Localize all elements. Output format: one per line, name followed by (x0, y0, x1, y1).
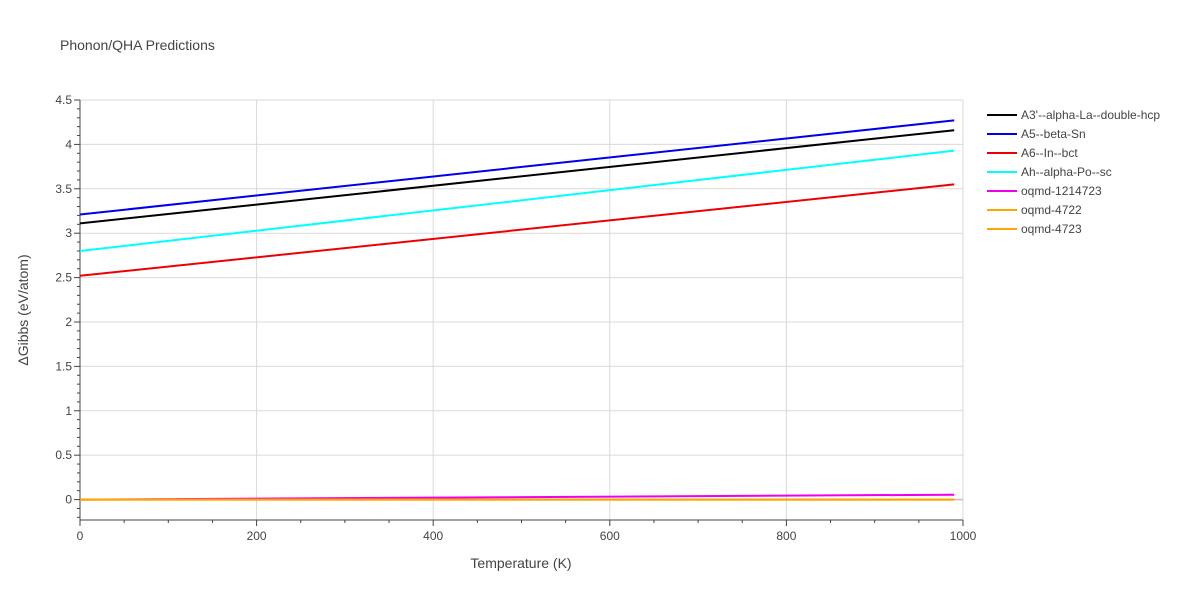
legend-item-3[interactable]: Ah--alpha-Po--sc (987, 165, 1112, 179)
legend-item-5[interactable]: oqmd-4722 (987, 203, 1082, 217)
x-axis-title: Temperature (K) (470, 555, 571, 571)
x-tick-label-3: 600 (600, 529, 620, 543)
y-tick-label-8: 4 (65, 137, 72, 151)
series-line-0[interactable] (79, 129, 955, 225)
legend-label-1: A5--beta-Sn (1021, 127, 1086, 141)
legend-item-0[interactable]: A3'--alpha-La--double-hcp (987, 108, 1160, 122)
y-tick-label-4: 2 (65, 315, 72, 329)
grid-layer (80, 99, 964, 520)
y-tick-label-0: 0 (65, 493, 72, 507)
x-tick-label-5: 1000 (950, 529, 977, 543)
series-line-3[interactable] (79, 149, 955, 252)
y-tick-label-7: 3.5 (55, 182, 72, 196)
y-axis-title: ΔGibbs (eV/atom) (15, 254, 31, 365)
y-tick-label-6: 3 (65, 226, 72, 240)
y-tick-label-9: 4.5 (55, 93, 72, 107)
legend-label-0: A3'--alpha-La--double-hcp (1021, 108, 1160, 122)
y-tick-label-3: 1.5 (55, 359, 72, 373)
series-layer (79, 119, 955, 501)
x-tick-label-1: 200 (247, 529, 267, 543)
series-line-2[interactable] (79, 183, 955, 277)
legend-label-6: oqmd-4723 (1021, 222, 1082, 236)
legend-item-4[interactable]: oqmd-1214723 (987, 184, 1102, 198)
y-tick-label-2: 1 (65, 404, 72, 418)
legend-label-5: oqmd-4722 (1021, 203, 1082, 217)
legend-item-2[interactable]: A6--In--bct (987, 146, 1078, 160)
legend[interactable]: A3'--alpha-La--double-hcp A5--beta-Sn A6--… (987, 108, 1160, 236)
legend-label-3: Ah--alpha-Po--sc (1021, 165, 1112, 179)
x-tick-label-2: 400 (423, 529, 443, 543)
x-tick-label-0: 0 (77, 529, 84, 543)
y-tick-label-1: 0.5 (55, 448, 72, 462)
x-tick-label-4: 800 (776, 529, 796, 543)
legend-item-1[interactable]: A5--beta-Sn (987, 127, 1086, 141)
legend-item-6[interactable]: oqmd-4723 (987, 222, 1082, 236)
y-tick-label-5: 2.5 (55, 271, 72, 285)
axis-layer: 0 200 400 600 800 1000 0 0.5 1 1.5 2 2.5 3 3.5 4 4.5 (55, 93, 976, 543)
series-line-1[interactable] (79, 119, 955, 216)
legend-label-2: A6--In--bct (1021, 146, 1078, 160)
legend-label-4: oqmd-1214723 (1021, 184, 1102, 198)
chart-title: Phonon/QHA Predictions (60, 37, 215, 53)
